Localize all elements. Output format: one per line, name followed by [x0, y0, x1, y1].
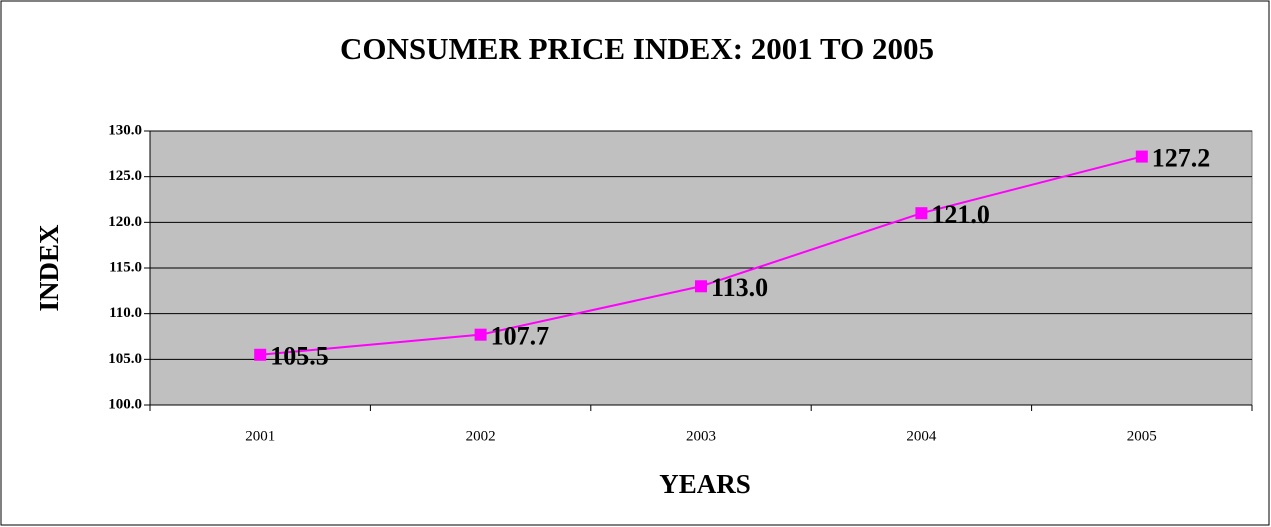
- chart-title: CONSUMER PRICE INDEX: 2001 TO 2005: [340, 31, 934, 66]
- data-label: 121.0: [931, 200, 990, 229]
- marker: [1135, 150, 1148, 163]
- data-label: 107.7: [491, 322, 549, 351]
- x-tick-label: 2003: [686, 428, 716, 444]
- x-tick-label: 2001: [245, 428, 275, 444]
- y-tick-label: 125.0: [108, 168, 142, 184]
- y-tick-label: 130.0: [108, 122, 142, 138]
- data-label: 113.0: [711, 273, 768, 302]
- y-tick-label: 100.0: [108, 396, 142, 412]
- x-tick-label: 2005: [1127, 428, 1157, 444]
- x-axis-label: YEARS: [659, 469, 751, 499]
- data-label: 127.2: [1152, 144, 1211, 173]
- marker: [254, 348, 267, 361]
- marker: [695, 280, 707, 293]
- y-tick-label: 105.0: [108, 351, 142, 367]
- y-tick-label: 120.0: [108, 214, 142, 230]
- y-tick-label: 115.0: [109, 259, 142, 275]
- y-axis-label: INDEX: [34, 224, 64, 312]
- data-label: 105.5: [270, 342, 329, 371]
- y-tick-label: 110.0: [109, 305, 142, 321]
- marker: [915, 207, 928, 220]
- x-tick-label: 2002: [466, 428, 496, 444]
- marker: [474, 328, 487, 341]
- x-tick-label: 2004: [906, 428, 937, 444]
